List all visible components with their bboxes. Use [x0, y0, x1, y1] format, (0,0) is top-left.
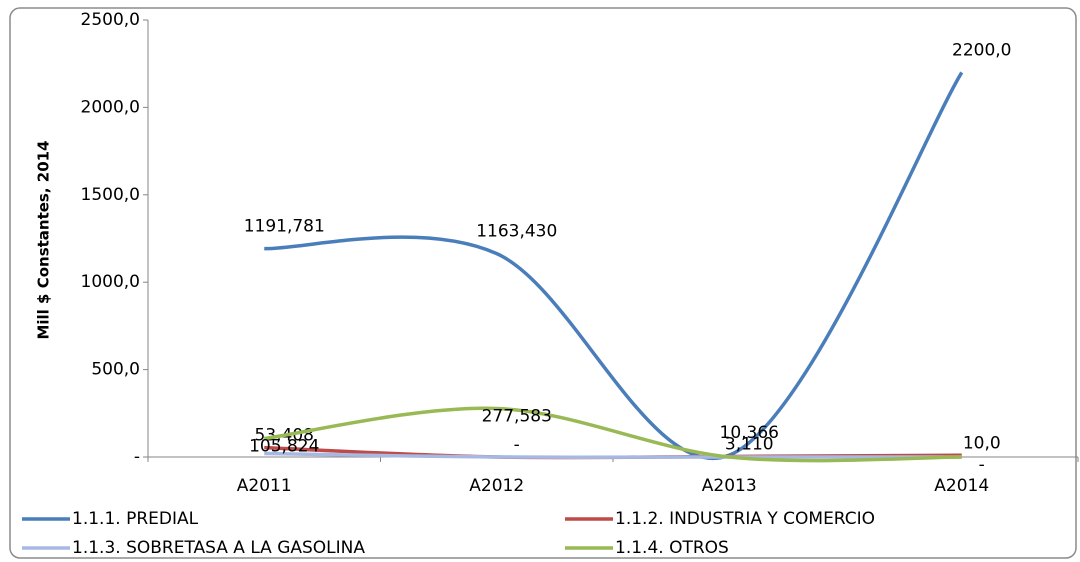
y-tick-label: 1500,0	[81, 185, 140, 205]
x-tick-label: A2013	[702, 476, 757, 496]
series-line	[264, 406, 962, 463]
data-label: -	[514, 435, 520, 455]
x-tick-label: A2014	[934, 476, 989, 496]
chart-frame	[9, 7, 1077, 559]
legend-label: 1.1.4. OTROS	[615, 538, 729, 558]
series-line	[264, 71, 964, 460]
data-label: 277,583	[482, 406, 552, 426]
data-label: 1163,430	[476, 222, 557, 242]
x-tick-label: A2012	[469, 476, 524, 496]
x-tick-label: A2011	[237, 476, 292, 496]
data-label: 1191,781	[244, 217, 325, 237]
legend-label: 1.1.1. PREDIAL	[72, 509, 199, 529]
y-tick-label: 2000,0	[81, 97, 140, 117]
legend-label: 1.1.3. SOBRETASA A LA GASOLINA	[72, 538, 365, 558]
y-tick-label: 1000,0	[81, 272, 140, 292]
data-label: 3,110	[725, 434, 774, 454]
data-label: 10,366	[720, 423, 779, 443]
data-label: 10,0	[963, 433, 1001, 453]
data-label: -	[979, 455, 985, 475]
legend-label: 1.1.2. INDUSTRIA Y COMERCIO	[615, 509, 875, 529]
y-tick-label: 500,0	[91, 360, 140, 380]
y-axis-title: Mill $ Constantes, 2014	[35, 140, 53, 339]
data-label: 2200,0	[952, 40, 1011, 60]
y-tick-label: -	[134, 447, 140, 467]
y-tick-label: 2500,0	[81, 10, 140, 30]
series-line	[264, 451, 962, 460]
data-label: 105,824	[249, 437, 319, 457]
